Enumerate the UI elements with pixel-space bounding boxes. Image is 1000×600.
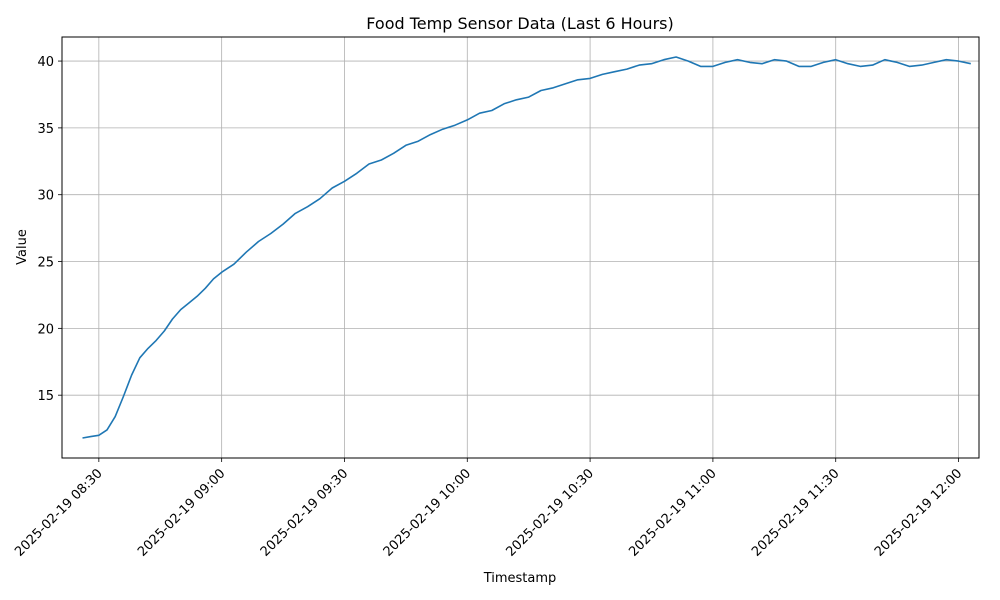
y-tick-label: 25 xyxy=(37,256,54,271)
plot-frame xyxy=(61,36,980,459)
y-tick-label: 30 xyxy=(37,189,54,204)
y-tick-label: 20 xyxy=(37,322,54,337)
series-layer xyxy=(82,56,971,439)
x-axis-title: Timestamp xyxy=(483,571,557,586)
chart-title: Food Temp Sensor Data (Last 6 Hours) xyxy=(366,14,673,33)
y-tick-label: 40 xyxy=(37,55,54,70)
y-tick-label: 35 xyxy=(37,122,54,137)
y-tick-label: 15 xyxy=(37,389,54,404)
y-axis-title: Value xyxy=(15,229,30,265)
y-axis: 15 20 25 30 35 40 xyxy=(37,55,62,404)
series-line xyxy=(82,56,971,439)
